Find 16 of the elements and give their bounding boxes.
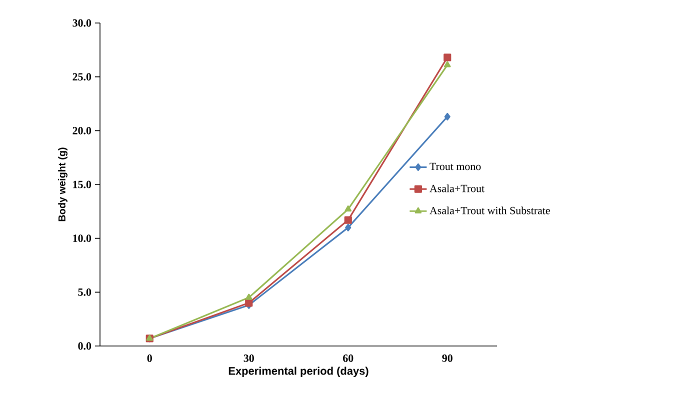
legend-label: Asala+Trout [430,184,485,192]
legend-label: Asala+Trout with Substrate [430,206,550,214]
y-tick-label: 10.0 [73,234,92,242]
y-tick-label: 20.0 [72,126,92,134]
x-tick-label: 0 [147,354,152,362]
x-tick-label: 30 [244,354,254,362]
x-axis-title: Experimental period (days) [228,366,368,377]
y-tick-label: 25.0 [72,73,92,81]
y-tick-label: 5.0 [78,288,92,296]
y-tick-label: 0.0 [78,342,92,350]
x-tick-label: 60 [343,354,354,362]
y-tick-label: 15.0 [73,180,92,188]
y-axis-title: Body weight (g) [58,148,68,222]
y-tick-label: 30.0 [72,19,92,27]
x-tick-label: 90 [442,354,452,362]
legend-label: Trout mono [430,162,481,170]
